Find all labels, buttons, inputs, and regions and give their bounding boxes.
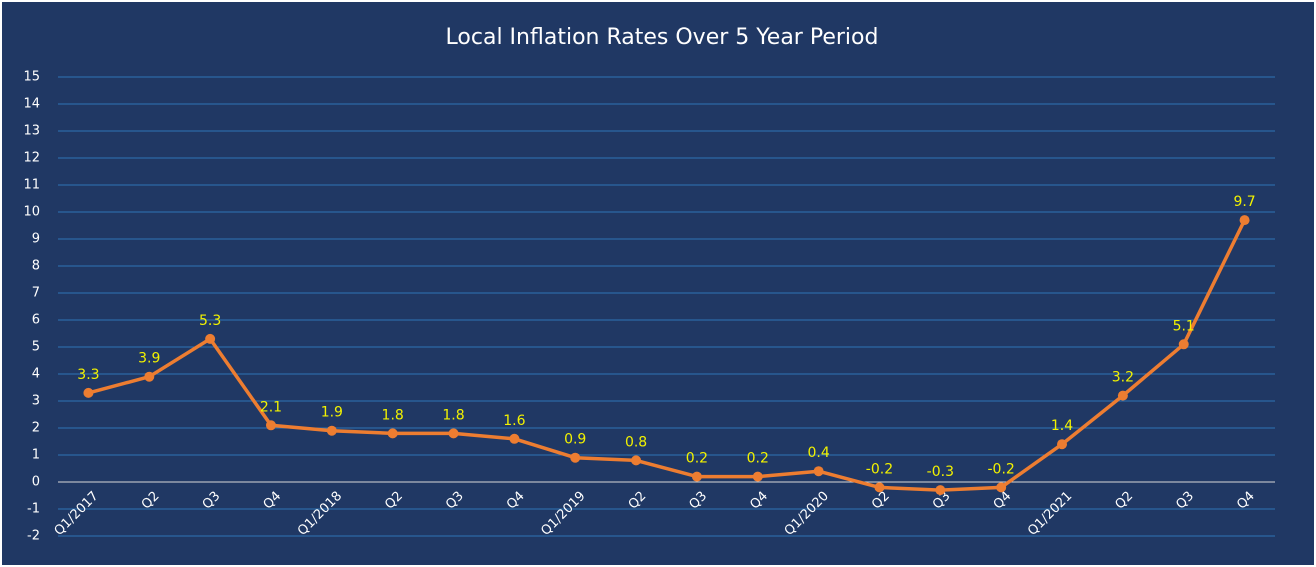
y-tick-label: 12: [23, 151, 40, 166]
marker: [631, 455, 642, 466]
y-tick-label: 11: [23, 178, 40, 193]
data-label: 9.7: [1233, 194, 1255, 210]
marker: [935, 485, 946, 496]
y-tick-label: 1: [32, 448, 40, 463]
y-tick-label: 0: [32, 475, 40, 490]
marker: [1057, 439, 1068, 450]
marker: [570, 452, 581, 463]
data-label: -0.2: [988, 461, 1015, 477]
marker: [1178, 339, 1189, 350]
data-label: 5.3: [199, 313, 221, 329]
marker: [205, 333, 216, 344]
y-tick-label: 3: [32, 394, 40, 409]
data-label: 1.6: [503, 413, 525, 429]
y-tick-label: 7: [32, 286, 40, 301]
marker: [265, 420, 276, 431]
chart-title: Local Inflation Rates Over 5 Year Period: [446, 25, 879, 50]
data-label: 1.8: [382, 407, 404, 423]
data-label: 0.2: [747, 451, 769, 467]
marker: [509, 433, 520, 444]
marker: [144, 371, 155, 382]
y-tick-label: 14: [23, 97, 40, 112]
marker: [996, 482, 1007, 493]
y-tick-label: -1: [27, 502, 40, 517]
marker: [813, 466, 824, 477]
y-tick-label: 10: [23, 205, 40, 220]
data-label: 3.2: [1112, 370, 1134, 386]
y-tick-label: -2: [27, 529, 40, 544]
y-tick-label: 15: [23, 70, 40, 85]
data-label: 1.8: [442, 407, 464, 423]
y-tick-label: 5: [32, 340, 40, 355]
y-tick-label: 13: [23, 124, 40, 139]
data-label: 3.9: [138, 351, 160, 367]
y-tick-label: 9: [32, 232, 40, 247]
data-label: 0.4: [807, 445, 829, 461]
marker: [387, 428, 398, 439]
marker: [691, 471, 702, 482]
marker: [326, 425, 337, 436]
data-label: 0.2: [686, 451, 708, 467]
y-tick-label: 8: [32, 259, 40, 274]
line: [87, 219, 1247, 492]
marker: [83, 387, 94, 398]
marker: [1117, 390, 1128, 401]
y-tick-label: 4: [32, 367, 40, 382]
marker: [448, 428, 459, 439]
marker: [874, 482, 885, 493]
data-label: 3.3: [77, 367, 99, 383]
y-tick-label: 2: [32, 421, 40, 436]
data-label: 1.4: [1051, 418, 1073, 434]
y-tick-label: 6: [32, 313, 40, 328]
data-label: 0.9: [564, 432, 586, 448]
marker: [752, 471, 763, 482]
marker: [1239, 215, 1250, 226]
data-label: 1.9: [321, 405, 343, 421]
data-label: 5.1: [1173, 318, 1195, 334]
data-label: 0.8: [625, 434, 647, 450]
data-label: -0.2: [866, 461, 893, 477]
data-label: -0.3: [927, 464, 954, 480]
data-label: 2.1: [260, 399, 282, 415]
